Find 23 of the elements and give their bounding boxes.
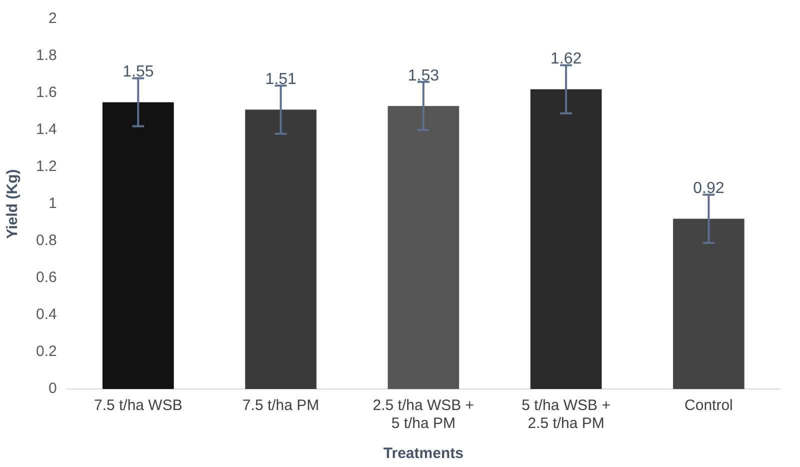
y-tick-label: 2 xyxy=(48,10,57,28)
y-tick-label: 0.2 xyxy=(36,343,57,360)
y-tick-label: 1.4 xyxy=(36,121,57,138)
y-tick-label: 1.8 xyxy=(36,47,57,64)
y-tick-label: 0.4 xyxy=(36,306,57,324)
y-tick-label: 1.2 xyxy=(36,158,57,176)
y-axis-title: Yield (Kg) xyxy=(4,169,22,239)
data-label: 1.55 xyxy=(122,64,154,81)
x-tick-label: 5 t/ha WSB + 2.5 t/ha PM xyxy=(522,397,611,432)
x-axis-title: Treatments xyxy=(383,445,464,462)
x-tick-label: 7.5 t/ha PM xyxy=(242,397,320,414)
x-tick-label: Control xyxy=(684,397,733,414)
y-tick-label: 0.6 xyxy=(36,269,57,286)
y-tick-label: 1.6 xyxy=(36,84,57,102)
y-tick-label: 1 xyxy=(48,195,57,212)
data-label: 1.53 xyxy=(408,67,440,84)
data-label: 0.92 xyxy=(693,180,724,198)
data-label: 1.51 xyxy=(265,71,296,88)
y-tick-label: 0 xyxy=(48,380,57,398)
x-tick-label: 7.5 t/ha WSB xyxy=(94,397,182,414)
y-tick-label: 0.8 xyxy=(36,232,57,250)
data-label: 1.62 xyxy=(550,50,582,68)
x-tick-label: 2.5 t/ha WSB + 5 t/ha PM xyxy=(372,397,474,432)
